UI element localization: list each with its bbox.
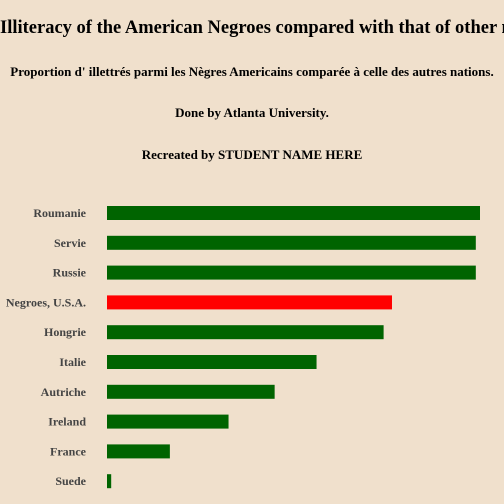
category-label: Servie	[54, 236, 87, 250]
bar-suede	[107, 474, 112, 489]
chart-subtitle-credit: Done by Atlanta University.	[175, 105, 329, 120]
bar-servie	[107, 235, 476, 250]
chart-subtitle-recreated: Recreated by STUDENT NAME HERE	[141, 147, 363, 162]
bar-russie	[107, 265, 476, 280]
bar-hongrie	[107, 325, 384, 340]
chart-subtitle-french: Proportion d' illettrés parmi les Nègres…	[10, 64, 494, 79]
chart-title: Illiteracy of the American Negroes compa…	[0, 18, 504, 38]
bar-ireland	[107, 414, 229, 429]
bar-roumanie	[107, 206, 480, 220]
category-label: Negroes, U.S.A.	[6, 295, 86, 309]
category-label: France	[50, 444, 87, 458]
category-label: Ireland	[48, 415, 86, 429]
category-label: Suede	[55, 474, 86, 488]
category-label: Russie	[53, 266, 87, 280]
bar-negroes-u-s-a	[107, 295, 392, 310]
bar-france	[107, 444, 170, 459]
category-label: Autriche	[41, 385, 87, 399]
category-label: Roumanie	[33, 206, 86, 220]
category-label: Italie	[59, 355, 86, 369]
title-clip: Illiteracy of the American Negroes compa…	[0, 0, 504, 60]
category-label: Hongrie	[44, 325, 87, 339]
bar-italie	[107, 355, 317, 369]
bar-autriche	[107, 384, 275, 399]
